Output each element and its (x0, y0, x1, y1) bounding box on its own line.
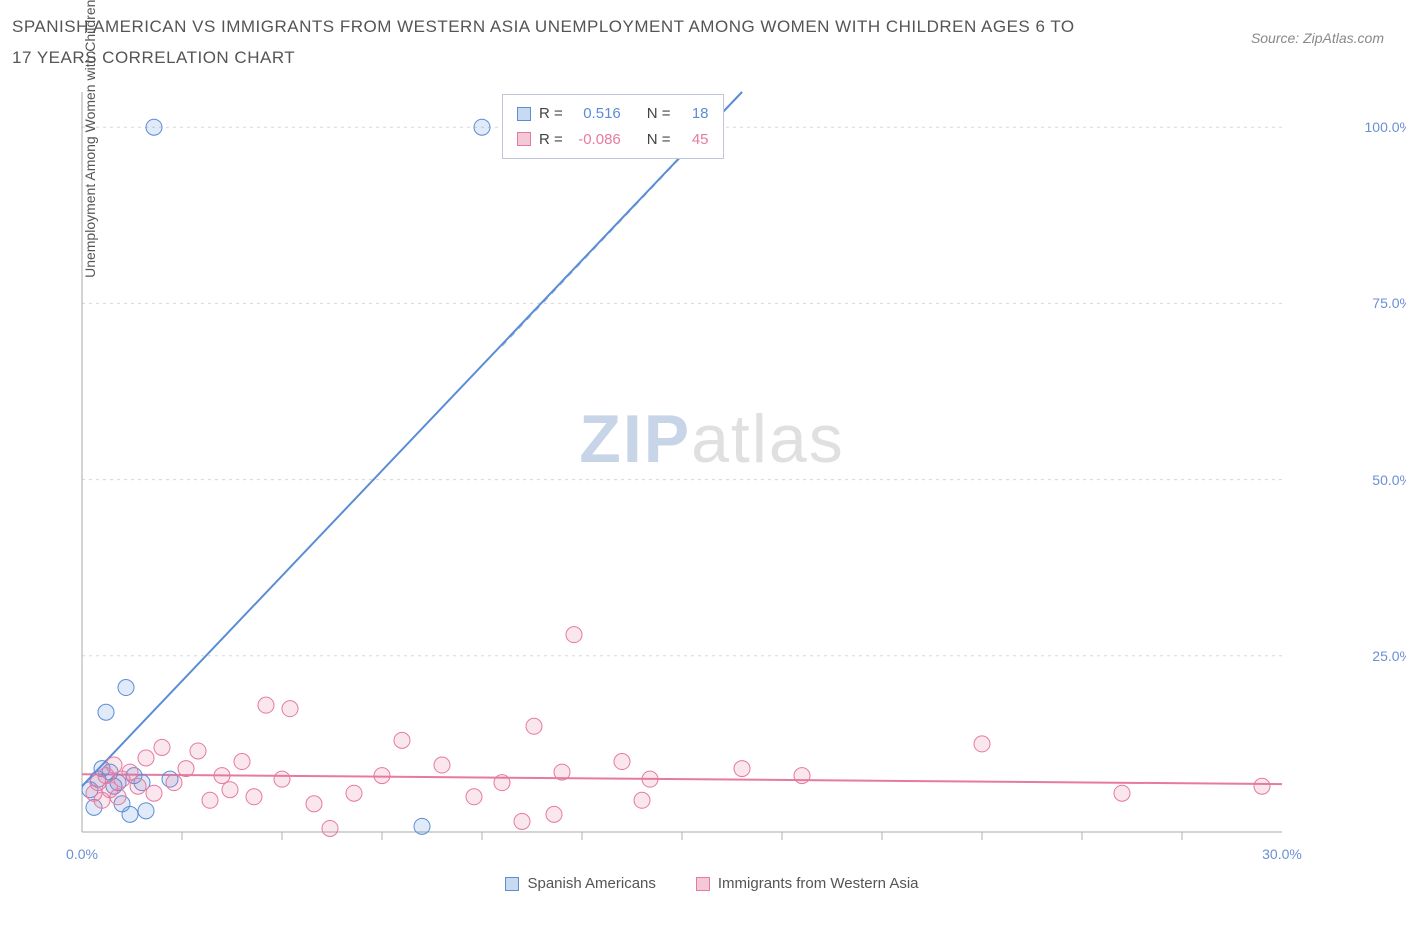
scatter-point (258, 697, 274, 713)
scatter-point (274, 771, 290, 787)
scatter-point (106, 757, 122, 773)
y-tick-label: 100.0% (1365, 119, 1406, 135)
plot-area: ZIPatlas R =0.516N =18R =-0.086N =45 Une… (72, 92, 1352, 862)
y-tick-label: 25.0% (1372, 648, 1406, 664)
legend-swatch-icon (505, 877, 519, 891)
y-axis-label: Unemployment Among Women with Children A… (82, 0, 98, 278)
scatter-point (214, 768, 230, 784)
legend-label: Immigrants from Western Asia (718, 875, 919, 892)
scatter-point (566, 627, 582, 643)
scatter-point (394, 732, 410, 748)
scatter-point (166, 775, 182, 791)
r-value: 0.516 (571, 101, 621, 127)
y-tick-label: 50.0% (1372, 472, 1406, 488)
scatter-point (306, 796, 322, 812)
scatter-point (98, 704, 114, 720)
legend-label: Spanish Americans (527, 875, 655, 892)
legend-item: Immigrants from Western Asia (696, 875, 919, 892)
scatter-point (110, 789, 126, 805)
scatter-point (190, 743, 206, 759)
scatter-point (614, 754, 630, 770)
series-swatch-icon (517, 132, 531, 146)
scatter-point (138, 803, 154, 819)
n-value: 45 (679, 127, 709, 153)
stats-legend-box: R = 0.516 N = 18 R = -0.086 N = 45 (502, 94, 724, 159)
scatter-point (642, 771, 658, 787)
scatter-point (494, 775, 510, 791)
scatter-point (346, 785, 362, 801)
scatter-point (122, 764, 138, 780)
scatter-point (374, 768, 390, 784)
x-tick-label: 30.0% (1262, 846, 1302, 862)
chart-title: SPANISH AMERICAN VS IMMIGRANTS FROM WEST… (12, 12, 1092, 73)
scatter-point (202, 792, 218, 808)
scatter-point (146, 119, 162, 135)
n-label: N = (647, 127, 671, 153)
scatter-point (246, 789, 262, 805)
scatter-point (122, 806, 138, 822)
r-label: R = (539, 127, 563, 153)
scatter-point (466, 789, 482, 805)
scatter-point (138, 750, 154, 766)
scatter-point (222, 782, 238, 798)
scatter-point (794, 768, 810, 784)
source-attribution: Source: ZipAtlas.com (1251, 30, 1384, 46)
scatter-point (146, 785, 162, 801)
scatter-point (1114, 785, 1130, 801)
scatter-point (322, 820, 338, 836)
scatter-point (282, 701, 298, 717)
scatter-point (734, 761, 750, 777)
scatter-point (178, 761, 194, 777)
scatter-point (130, 778, 146, 794)
header-row: SPANISH AMERICAN VS IMMIGRANTS FROM WEST… (12, 12, 1394, 73)
y-tick-label: 75.0% (1372, 295, 1406, 311)
scatter-point (554, 764, 570, 780)
series-swatch-icon (517, 107, 531, 121)
r-value: -0.086 (571, 127, 621, 153)
scatter-svg (72, 92, 1352, 862)
scatter-point (546, 806, 562, 822)
scatter-point (434, 757, 450, 773)
stats-row: R = 0.516 N = 18 (517, 101, 709, 127)
n-label: N = (647, 101, 671, 127)
scatter-point (234, 754, 250, 770)
scatter-point (474, 119, 490, 135)
scatter-point (526, 718, 542, 734)
scatter-point (1254, 778, 1270, 794)
scatter-point (634, 792, 650, 808)
bottom-legend: Spanish Americans Immigrants from Western… (72, 875, 1352, 892)
scatter-point (514, 813, 530, 829)
scatter-point (974, 736, 990, 752)
legend-item: Spanish Americans (505, 875, 655, 892)
n-value: 18 (679, 101, 709, 127)
stats-row: R = -0.086 N = 45 (517, 127, 709, 153)
scatter-point (154, 739, 170, 755)
correlation-chart: SPANISH AMERICAN VS IMMIGRANTS FROM WEST… (12, 12, 1394, 918)
r-label: R = (539, 101, 563, 127)
scatter-point (118, 680, 134, 696)
legend-swatch-icon (696, 877, 710, 891)
x-tick-label: 0.0% (66, 846, 98, 862)
scatter-point (414, 818, 430, 834)
